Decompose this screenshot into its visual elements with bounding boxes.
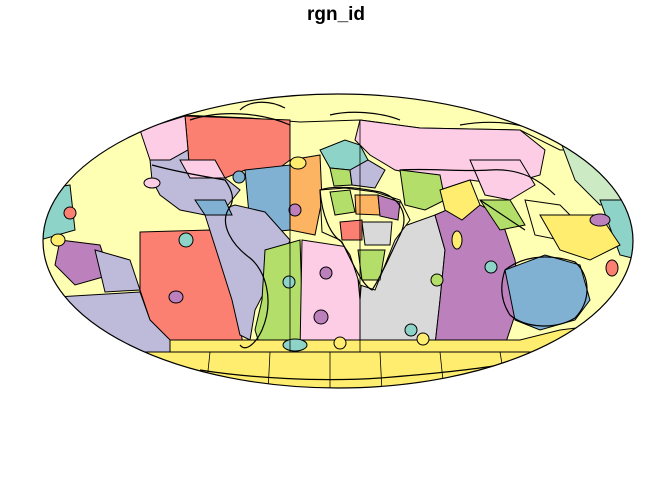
- globe-outline: [42, 93, 634, 389]
- region-africa-west: [339, 219, 363, 241]
- island-eez-10: [416, 332, 430, 346]
- island-eez-6: [319, 266, 333, 280]
- region-central-america: [194, 199, 233, 216]
- island-eez-16: [143, 177, 161, 189]
- coastline-arctic: [189, 101, 561, 141]
- coastline-antarctica: [199, 364, 501, 381]
- region-antarctic-band: [43, 319, 633, 353]
- island-eez-14: [282, 275, 296, 289]
- region-southern-ocean: [43, 351, 633, 388]
- island-eez-13: [451, 230, 463, 250]
- island-eez-17: [289, 156, 307, 170]
- region-africa-central: [361, 221, 393, 246]
- region-north-america: [149, 149, 241, 216]
- island-eez-11: [430, 273, 444, 287]
- region-south-america: [204, 204, 291, 341]
- coastline-americas: [151, 164, 269, 349]
- island-eez-15: [178, 232, 194, 248]
- region-africa-egypt: [377, 194, 401, 221]
- region-europe-3: [349, 159, 386, 189]
- region-europe-2: [329, 167, 353, 187]
- island-eez-12: [484, 260, 498, 274]
- island-eez-18: [605, 259, 619, 277]
- meridian-divisions: [139, 120, 361, 352]
- coastline-asia: [399, 168, 556, 231]
- island-eez-20: [282, 338, 308, 352]
- island-eez-9: [404, 323, 418, 337]
- coastline-australia: [501, 256, 588, 327]
- region-india: [439, 179, 481, 221]
- island-eez-5: [288, 203, 302, 217]
- island-eez-2: [50, 233, 66, 247]
- coastline-africa: [319, 186, 405, 291]
- island-eez-4: [232, 170, 246, 184]
- region-africa-libya: [354, 194, 381, 216]
- region-africa-algeria: [329, 189, 356, 216]
- region-africa-south: [357, 249, 386, 281]
- island-eez-1: [63, 206, 77, 220]
- map-title: rgn_id: [306, 4, 366, 25]
- region-middle-east: [399, 169, 446, 211]
- island-eez-19: [589, 213, 611, 227]
- island-eez-8: [333, 336, 347, 350]
- island-eez-3: [168, 290, 184, 304]
- island-eez-7: [313, 309, 329, 325]
